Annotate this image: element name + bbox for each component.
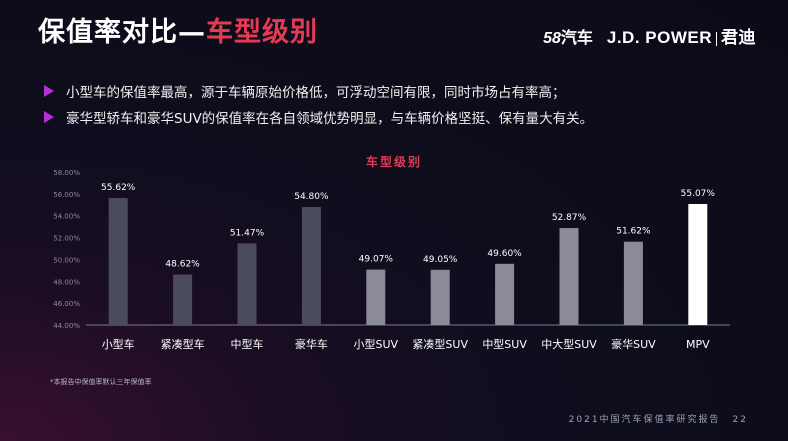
bullet-item: 豪华型轿车和豪华SUV的保值率在各自领域优势明显，与车辆价格坚挺、保有量大有关。	[44, 104, 593, 130]
logo-divider	[716, 31, 717, 46]
data-label: 55.62%	[101, 183, 136, 193]
bar	[301, 206, 321, 325]
data-label: 48.62%	[165, 260, 200, 270]
chart-title: 车型级别	[365, 155, 422, 169]
x-tick-label: 小型车	[102, 337, 135, 351]
x-tick-label: MPV	[686, 338, 710, 351]
bullet-item: 小型车的保值率最高，源于车辆原始价格低，可浮动空间有限，同时市场占有率高；	[44, 78, 593, 104]
bar	[623, 241, 643, 325]
y-tick-label: 52.00%	[53, 235, 80, 243]
logo-58-num: 58	[543, 29, 561, 47]
data-label: 55.07%	[681, 189, 716, 199]
logo-58-text: 汽车	[560, 29, 593, 47]
bar	[108, 198, 128, 325]
footer-report-title: 2021中国汽车保值率研究报告	[568, 415, 721, 425]
triangle-bullet-icon	[44, 111, 54, 123]
data-label: 54.80%	[294, 192, 329, 202]
bullet-text: 小型车的保值率最高，源于车辆原始价格低，可浮动空间有限，同时市场占有率高；	[66, 85, 566, 101]
title-accent: 车型级别	[206, 17, 318, 48]
bar	[495, 263, 515, 325]
x-tick-label: 豪华车	[295, 337, 328, 351]
logo-jd-text: J.D. POWER	[606, 28, 712, 47]
page-title: 保值率对比—车型级别	[38, 10, 318, 49]
logo-58-auto: 58汽车	[543, 24, 593, 48]
y-tick-label: 46.00%	[53, 300, 80, 308]
bar	[430, 269, 450, 325]
x-tick-label: 中大型SUV	[541, 337, 597, 351]
x-tick-label: 豪华SUV	[611, 337, 656, 351]
bullet-list: 小型车的保值率最高，源于车辆原始价格低，可浮动空间有限，同时市场占有率高； 豪华…	[44, 78, 593, 130]
bullet-text: 豪华型轿车和豪华SUV的保值率在各自领域优势明显，与车辆价格坚挺、保有量大有关。	[66, 111, 594, 127]
x-tick-label: 紧凑型车	[161, 337, 205, 351]
data-label: 49.60%	[487, 249, 522, 259]
logo-jd-cn: 君迪	[721, 28, 756, 47]
bar	[237, 243, 257, 325]
y-tick-label: 58.00%	[53, 169, 80, 177]
bar	[366, 269, 386, 325]
bar	[173, 274, 193, 325]
data-label: 49.07%	[359, 255, 394, 265]
x-tick-label: 小型SUV	[354, 337, 399, 351]
y-tick-label: 54.00%	[53, 213, 80, 221]
x-tick-label: 紧凑型SUV	[412, 337, 468, 351]
page-number: 22	[732, 415, 748, 425]
y-tick-label: 50.00%	[53, 256, 80, 264]
footer: 2021中国汽车保值率研究报告 22	[569, 412, 748, 425]
data-label: 51.47%	[230, 228, 265, 238]
bar	[688, 204, 708, 325]
title-main: 保值率对比—	[38, 17, 206, 48]
data-label: 52.87%	[552, 213, 587, 223]
y-tick-label: 56.00%	[53, 191, 80, 199]
footnote: *本报告中保值率默认三年保值率	[50, 378, 152, 386]
y-tick-label: 44.00%	[53, 322, 80, 330]
data-label: 51.62%	[616, 227, 651, 237]
data-label: 49.05%	[423, 255, 458, 265]
logos: 58汽车 J.D. POWER 君迪	[543, 23, 756, 48]
y-tick-label: 48.00%	[53, 278, 80, 286]
logo-jd-power: J.D. POWER 君迪	[607, 23, 756, 48]
bar	[559, 228, 579, 325]
x-tick-label: 中型车	[231, 337, 264, 351]
triangle-bullet-icon	[44, 85, 54, 97]
x-tick-label: 中型SUV	[482, 337, 527, 351]
